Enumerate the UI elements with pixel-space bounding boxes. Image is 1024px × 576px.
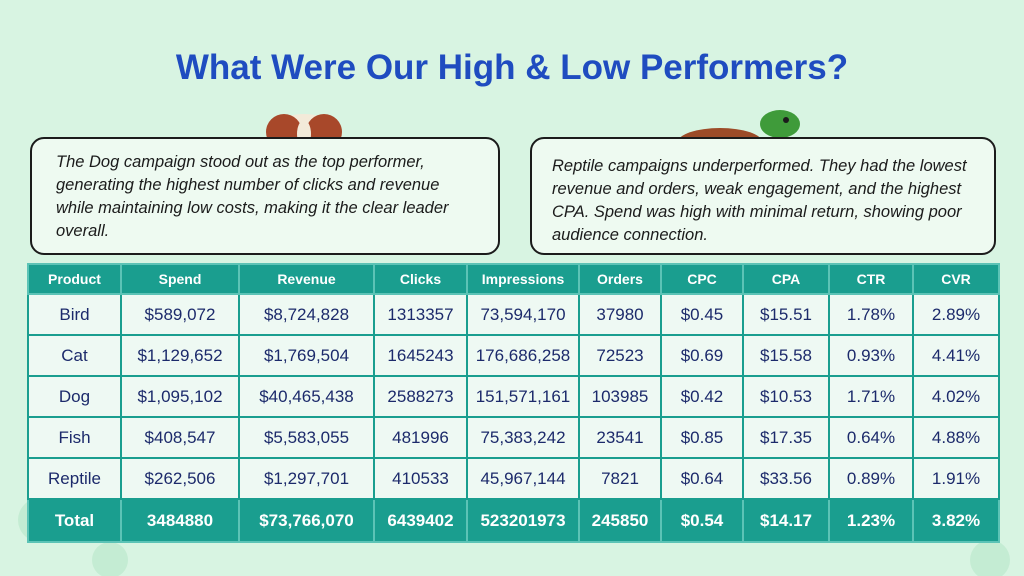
table-cell: $17.35: [742, 416, 830, 459]
table-cell: 73,594,170: [466, 293, 580, 336]
callout-box: The Dog campaign stood out as the top pe…: [30, 137, 500, 255]
table-cell: 72523: [578, 334, 662, 377]
total-cell: 3.82%: [912, 498, 1000, 543]
table-cell: 1.91%: [912, 457, 1000, 500]
total-cell: Total: [27, 498, 122, 543]
table-cell: $40,465,438: [238, 375, 375, 418]
table-cell: 75,383,242: [466, 416, 580, 459]
table-cell: 4.88%: [912, 416, 1000, 459]
table-cell: 2588273: [373, 375, 468, 418]
table-cell: Fish: [27, 416, 122, 459]
total-cell: 523201973: [466, 498, 580, 543]
table-cell: 0.64%: [828, 416, 914, 459]
table-row: Bird $589,072 $8,724,828 1313357 73,594,170 3…: [27, 293, 1000, 336]
table-cell: 151,571,161: [466, 375, 580, 418]
table-cell: $15.51: [742, 293, 830, 336]
table-cell: $262,506: [120, 457, 240, 500]
table-cell: $1,095,102: [120, 375, 240, 418]
table-cell: $0.64: [660, 457, 744, 500]
header-cell: CPA: [742, 263, 830, 295]
table-cell: 0.93%: [828, 334, 914, 377]
table-cell: $33.56: [742, 457, 830, 500]
table-cell: Cat: [27, 334, 122, 377]
header-cell: Revenue: [238, 263, 375, 295]
table-cell: $408,547: [120, 416, 240, 459]
total-cell: 3484880: [120, 498, 240, 543]
table-body: Bird $589,072 $8,724,828 1313357 73,594,170 3…: [27, 293, 1000, 543]
table-cell: $1,769,504: [238, 334, 375, 377]
table-cell: 1313357: [373, 293, 468, 336]
header-cell: Product: [27, 263, 122, 295]
table-cell: $5,583,055: [238, 416, 375, 459]
table-row: Cat $1,129,652 $1,769,504 1645243 176,686,25…: [27, 334, 1000, 377]
table-cell: $0.45: [660, 293, 744, 336]
table-cell: 481996: [373, 416, 468, 459]
table-cell: 23541: [578, 416, 662, 459]
total-cell: $14.17: [742, 498, 830, 543]
header-cell: CPC: [660, 263, 744, 295]
table-cell: 1645243: [373, 334, 468, 377]
table-cell: 410533: [373, 457, 468, 500]
table-cell: 4.41%: [912, 334, 1000, 377]
table-cell: $15.58: [742, 334, 830, 377]
table-cell: $10.53: [742, 375, 830, 418]
table-cell: Dog: [27, 375, 122, 418]
header-row: Product Spend Revenue Clicks Impressions Orde…: [27, 263, 1000, 295]
table-cell: $0.42: [660, 375, 744, 418]
table-cell: 1.71%: [828, 375, 914, 418]
table-cell: 0.89%: [828, 457, 914, 500]
header-cell: Orders: [578, 263, 662, 295]
performance-table: Product Spend Revenue Clicks Impressions Orde…: [27, 263, 1000, 543]
header-cell: CVR: [912, 263, 1000, 295]
table-cell: 1.78%: [828, 293, 914, 336]
table-cell: 45,967,144: [466, 457, 580, 500]
total-cell: 245850: [578, 498, 662, 543]
table-cell: 176,686,258: [466, 334, 580, 377]
table-row: Dog $1,095,102 $40,465,438 2588273 151,571,1…: [27, 375, 1000, 418]
header-cell: Spend: [120, 263, 240, 295]
table-cell: $589,072: [120, 293, 240, 336]
table-cell: 2.89%: [912, 293, 1000, 336]
table-cell: $1,129,652: [120, 334, 240, 377]
total-cell: 1.23%: [828, 498, 914, 543]
callout-box: Reptile campaigns underperformed. They h…: [530, 137, 996, 255]
table-cell: $0.85: [660, 416, 744, 459]
header-cell: Clicks: [373, 263, 468, 295]
total-cell: $73,766,070: [238, 498, 375, 543]
table-cell: 103985: [578, 375, 662, 418]
table-row: Reptile $262,506 $1,297,701 410533 45,967,14…: [27, 457, 1000, 500]
table-cell: Reptile: [27, 457, 122, 500]
slide-title: What Were Our High & Low Performers?: [175, 48, 849, 87]
total-cell: $0.54: [660, 498, 744, 543]
table-cell: $1,297,701: [238, 457, 375, 500]
table-cell: 4.02%: [912, 375, 1000, 418]
table-row: Fish $408,547 $5,583,055 481996 75,383,242 23…: [27, 416, 1000, 459]
table-cell: $8,724,828: [238, 293, 375, 336]
table-cell: 37980: [578, 293, 662, 336]
table-cell: 7821: [578, 457, 662, 500]
header-cell: CTR: [828, 263, 914, 295]
header-cell: Impressions: [466, 263, 580, 295]
table-cell: $0.69: [660, 334, 744, 377]
total-cell: 6439402: [373, 498, 468, 543]
total-row: Total 3484880 $73,766,070 6439402 523201973 2…: [27, 498, 1000, 543]
table-cell: Bird: [27, 293, 122, 336]
